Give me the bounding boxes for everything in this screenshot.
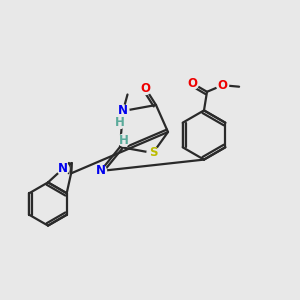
Text: N: N: [95, 164, 106, 178]
Text: S: S: [149, 146, 157, 160]
Text: O: O: [140, 82, 151, 95]
Circle shape: [94, 165, 106, 177]
Text: N: N: [58, 162, 68, 175]
Circle shape: [187, 77, 199, 89]
Text: O: O: [218, 79, 228, 92]
Circle shape: [140, 82, 152, 94]
Circle shape: [117, 105, 129, 117]
Text: H: H: [119, 134, 129, 147]
Text: N: N: [118, 104, 128, 118]
Circle shape: [57, 163, 69, 175]
Circle shape: [147, 147, 159, 159]
Circle shape: [114, 116, 126, 128]
Circle shape: [217, 79, 229, 91]
Text: H: H: [115, 116, 125, 129]
Text: O: O: [188, 77, 198, 90]
Circle shape: [118, 134, 130, 146]
